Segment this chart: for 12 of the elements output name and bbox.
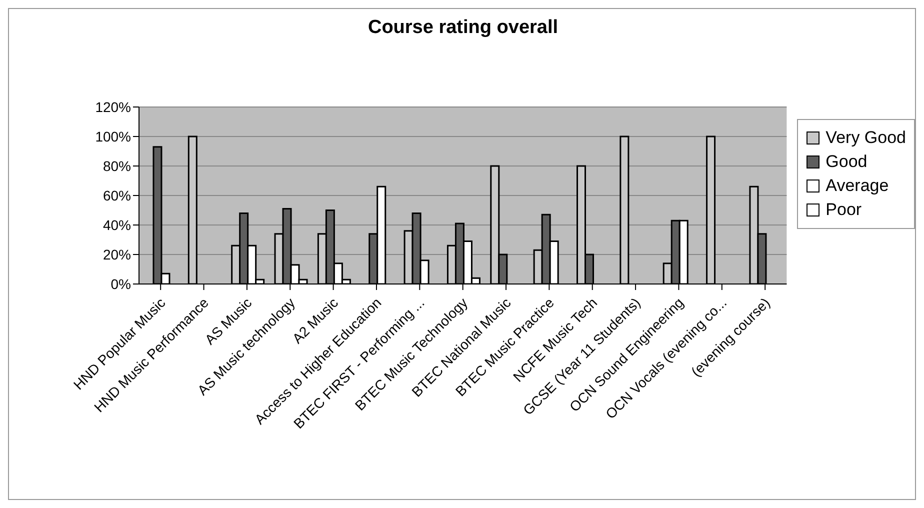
legend-label: Average (826, 175, 889, 197)
y-tick-label: 100% (95, 128, 131, 144)
y-tick-label: 0% (110, 276, 131, 292)
chart-title: Course rating overall (366, 17, 560, 39)
legend-label: Very Good (826, 127, 906, 149)
y-tick-label: 60% (102, 187, 131, 204)
y-tick-label: 20% (102, 246, 131, 262)
legend-label: Poor (826, 199, 862, 221)
legend-label: Good (826, 151, 868, 173)
y-tick-label: 40% (102, 216, 131, 233)
y-tick-label: 80% (102, 158, 131, 174)
y-tick-label: 120% (95, 98, 131, 115)
